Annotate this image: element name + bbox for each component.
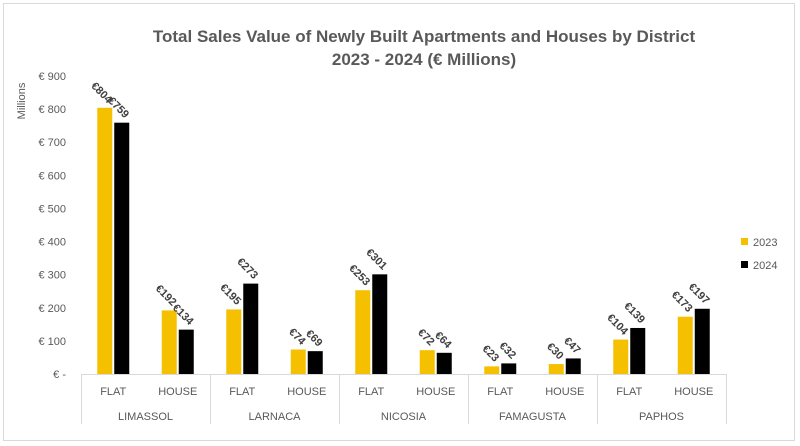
y-axis-ticks: € - € 100 € 200 € 300 € 400 € 500 € 600 € 700 € … [38, 71, 66, 381]
y-axis-title: Millions [16, 82, 28, 119]
y-tick-label: € 300 [38, 270, 66, 282]
bar-2024-larnaca-flat [243, 283, 259, 374]
y-tick-label: € 600 [38, 170, 66, 182]
bar-chart: Total Sales Value of Newly Built Apartme… [16, 27, 777, 424]
legend: 2023 2024 [741, 237, 777, 272]
bar-2024-limassol-flat [114, 122, 130, 374]
x-tick-label: FLAT [358, 386, 384, 398]
bar-2024-nicosia-flat [372, 274, 388, 374]
y-tick-label: € 800 [38, 104, 66, 116]
x-axis: FLAT HOUSE LIMASSOL FLAT HOUSE LARNACA FLAT HOU… [81, 374, 727, 424]
bar-2023-limassol-house [161, 310, 177, 374]
bar-2024-limassol-house [178, 329, 194, 374]
bar-2024-larnaca-house [307, 351, 323, 374]
chart-area: Total Sales Value of Newly Built Apartme… [3, 3, 795, 441]
bars [97, 107, 710, 374]
x-tick-label: FLAT [229, 386, 255, 398]
bar-2023-famagusta-house [548, 364, 564, 374]
group-label: FAMAGUSTA [499, 411, 567, 423]
chart-title-line1: Total Sales Value of Newly Built Apartme… [153, 27, 696, 46]
group-label: LARNACA [249, 411, 302, 423]
bar-2023-larnaca-house [290, 349, 306, 374]
y-tick-label: € 700 [38, 137, 66, 149]
y-tick-label: € - [53, 369, 66, 381]
data-label: €195 [217, 282, 243, 308]
data-label: €273 [234, 256, 260, 282]
bar-2024-nicosia-house [436, 352, 452, 374]
x-tick-label: HOUSE [287, 386, 326, 398]
x-tick-label: FLAT [487, 386, 513, 398]
bar-2023-famagusta-flat [484, 366, 500, 374]
y-tick-label: € 100 [38, 336, 66, 348]
y-tick-label: € 500 [38, 203, 66, 215]
data-label: €69 [303, 328, 324, 349]
data-label: €104 [604, 312, 630, 338]
bar-2023-limassol-flat [97, 107, 113, 374]
y-tick-label: € 400 [38, 237, 66, 249]
legend-label-2024: 2024 [753, 260, 777, 272]
bar-2024-paphos-house [694, 308, 710, 374]
bar-2023-paphos-flat [613, 339, 629, 374]
data-label: €64 [432, 329, 454, 351]
x-tick-label: FLAT [100, 386, 126, 398]
x-tick-label: FLAT [616, 386, 642, 398]
x-tick-label: HOUSE [416, 386, 455, 398]
bar-2024-famagusta-flat [501, 363, 517, 374]
data-labels: €804€759€192€134€195€273€74€69€253€301€7… [88, 80, 711, 364]
data-label: €139 [621, 300, 647, 326]
legend-swatch-2023 [741, 238, 748, 245]
bar-2023-larnaca-flat [226, 309, 242, 374]
bar-2023-paphos-house [677, 316, 693, 374]
y-tick-label: € 900 [38, 71, 66, 83]
chart-title-line2: 2023 - 2024 (€ Millions) [332, 50, 516, 69]
data-label: €301 [363, 247, 389, 273]
bar-2024-famagusta-house [565, 358, 581, 374]
bar-2023-nicosia-flat [355, 290, 371, 374]
bar-2023-nicosia-house [419, 350, 435, 374]
legend-swatch-2024 [741, 261, 748, 268]
group-label: LIMASSOL [118, 411, 173, 423]
x-tick-label: HOUSE [158, 386, 197, 398]
y-tick-label: € 200 [38, 303, 66, 315]
group-label: PAPHOS [639, 411, 684, 423]
legend-label-2023: 2023 [753, 237, 777, 249]
x-tick-label: HOUSE [545, 386, 584, 398]
x-tick-label: HOUSE [674, 386, 713, 398]
data-label: €32 [497, 340, 518, 361]
data-label: €253 [346, 263, 372, 289]
group-label: NICOSIA [381, 411, 427, 423]
bar-2024-paphos-flat [630, 327, 646, 374]
